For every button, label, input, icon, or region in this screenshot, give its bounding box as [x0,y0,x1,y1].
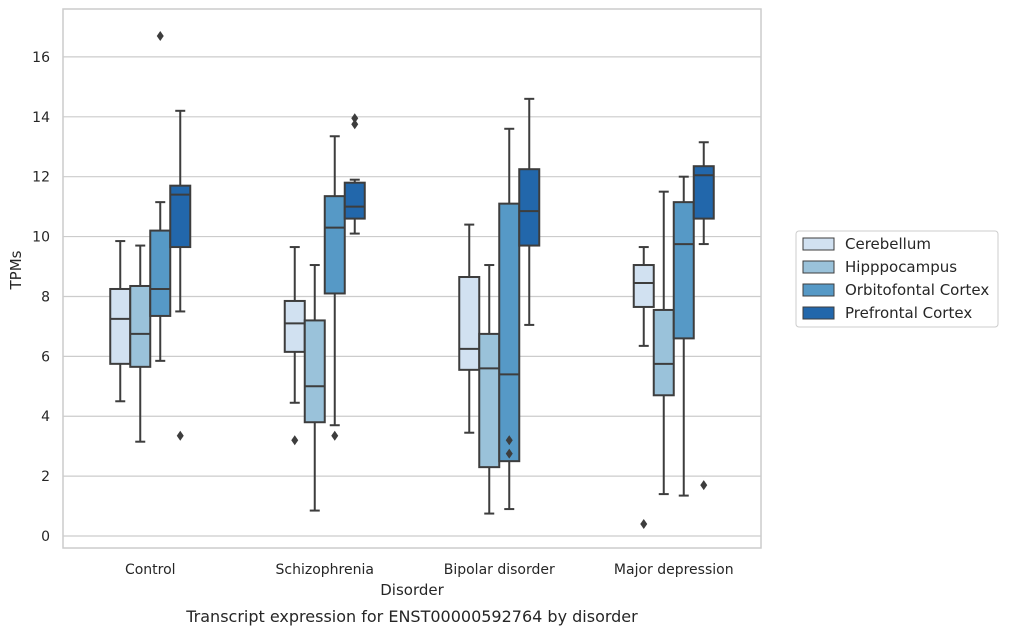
iqr-box [652,308,675,397]
outlier-point [176,430,184,441]
box-orbitofontal-cortex [498,127,521,511]
outlier-point [700,480,708,491]
iqr-box [518,168,541,247]
iqr-box [149,229,172,317]
legend-swatch [802,306,835,320]
outlier-point [291,435,299,446]
y-tick-label: 12 [32,170,50,186]
x-tick-labels: Control Schizophrenia Bipolar disorder Majo… [125,562,734,578]
box-prefrontal-cortex [169,109,192,441]
iqr-box [343,181,366,220]
x-axis-label: Disorder [380,581,444,599]
iqr-box [303,319,326,424]
box-hipppocampus [478,264,501,515]
outlier-point [351,119,359,130]
box-hipppocampus [303,264,326,512]
box-orbitofontal-cortex [672,175,695,497]
legend-label: Cerebellum [845,235,931,253]
y-tick-label: 14 [32,110,50,126]
chart-caption: Transcript expression for ENST0000059276… [185,607,638,626]
legend-label: Orbitofontal Cortex [845,281,989,299]
x-tick-label: Major depression [614,562,734,578]
box-cerebellum [458,223,481,434]
y-axis-label: TPMs [7,250,25,290]
y-tick-label: 0 [41,529,50,545]
outlier-point [640,519,648,530]
iqr-box [478,332,501,469]
box-cerebellum [632,246,655,530]
legend-label: Prefrontal Cortex [845,304,972,322]
x-tick-label: Control [125,562,176,578]
iqr-box [323,195,346,295]
iqr-box [458,276,481,371]
iqr-box [169,184,192,249]
box-hipppocampus [129,244,152,443]
iqr-box [692,165,715,220]
y-tick-label: 8 [41,289,50,305]
outlier-point [331,430,339,441]
box-prefrontal-cortex [518,97,541,326]
legend-swatch [802,260,835,274]
box-series [109,30,715,530]
box-orbitofontal-cortex [323,135,346,441]
legend-swatch [802,283,835,297]
legend-items: Cerebellum Hipppocampus Orbitofontal Corte… [802,235,989,322]
legend: Cerebellum Hipppocampus Orbitofontal Corte… [795,230,999,328]
outlier-point [505,448,513,459]
iqr-box [498,202,521,463]
outlier-point [156,30,164,41]
legend-swatch [802,237,835,251]
y-tick-label: 2 [41,469,50,485]
iqr-box [283,299,306,353]
iqr-box [129,284,152,368]
iqr-box [109,287,132,365]
outlier-point [351,113,359,124]
y-tick-label: 4 [41,409,50,425]
y-tick-labels: 0 2 4 6 8 10 12 14 16 [32,50,50,545]
x-tick-label: Bipolar disorder [444,562,555,578]
legend-frame [795,230,999,328]
plot-frame [62,8,762,549]
legend-label: Hipppocampus [845,258,957,276]
iqr-box [672,201,695,340]
box-hipppocampus [652,190,675,496]
iqr-box [632,264,655,308]
box-prefrontal-cortex [343,113,366,235]
box-prefrontal-cortex [692,141,715,491]
x-tick-label: Schizophrenia [276,562,374,578]
y-tick-label: 16 [32,50,50,66]
y-tick-label: 6 [41,349,50,365]
box-orbitofontal-cortex [149,30,172,362]
y-tick-label: 10 [32,230,50,246]
outlier-point [505,435,513,446]
